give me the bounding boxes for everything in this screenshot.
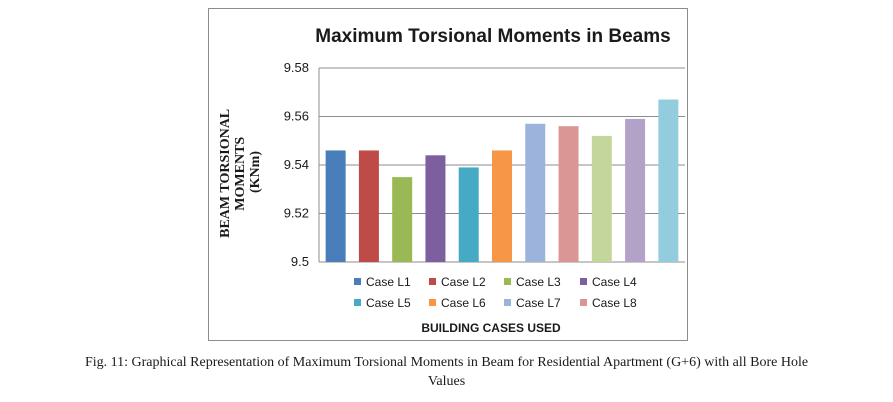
y-tick-label: 9.56 [284, 109, 309, 124]
legend-swatch [429, 299, 436, 306]
y-axis-label-line-2: MOMENTS [233, 137, 248, 211]
bar-9 [591, 135, 612, 262]
y-axis-label-line-3: (KNm) [248, 151, 263, 193]
legend-label: Case L8 [592, 296, 637, 310]
y-tick-label: 9.54 [284, 157, 309, 172]
bar-11 [658, 99, 679, 263]
legend-label: Case L1 [366, 275, 411, 289]
bar-6 [492, 150, 512, 262]
legend-swatch [429, 278, 436, 285]
bar-3 [392, 177, 413, 262]
bars [325, 99, 679, 263]
legend-swatch [580, 278, 587, 285]
bar-7 [525, 123, 546, 263]
legend-label: Case L4 [592, 275, 637, 289]
legend-swatch [354, 299, 361, 306]
y-axis-ticks: 9.5 9.52 9.54 9.56 9.58 [284, 60, 309, 269]
y-axis-label: BEAM TORSIONAL MOMENTS (KNm) [218, 106, 263, 238]
legend-label: Case L6 [441, 296, 486, 310]
bar-1 [325, 150, 346, 262]
legend-label: Case L5 [366, 296, 411, 310]
legend-swatch [504, 299, 511, 306]
caption-line-2: Values [427, 374, 466, 389]
legend-label: Case L7 [516, 296, 561, 310]
legend-swatch [504, 278, 511, 285]
bar-10 [625, 118, 646, 262]
chart-frame: Maximum Torsional Moments in Beams 9.5 9.… [208, 8, 688, 341]
bar-chart: Maximum Torsional Moments in Beams 9.59.… [218, 26, 685, 335]
y-axis-label-line-1: BEAM TORSIONAL [218, 109, 233, 238]
legend-swatch [354, 278, 361, 285]
bar-2 [358, 150, 379, 262]
y-tick-label: 9.58 [284, 60, 309, 75]
legend-label: Case L2 [441, 275, 486, 289]
caption-line-1: Fig. 11: Graphical Representation of Max… [84, 355, 809, 370]
y-tick-label: 9.52 [284, 206, 309, 221]
bar-4 [425, 155, 446, 262]
legend-label: Case L3 [516, 275, 561, 289]
chart-title: Maximum Torsional Moments in Beams [315, 26, 670, 47]
legend-swatch [580, 299, 587, 306]
figure-caption: Fig. 11: Graphical Representation of Max… [0, 353, 893, 391]
x-axis-label: BUILDING CASES USED [421, 321, 561, 335]
y-tick-label: 9.5 [291, 254, 309, 269]
bar-8 [558, 126, 579, 262]
bar-5 [458, 167, 479, 262]
legend: Case L1 Case L2 Case L3 Case L4 Case L5 Case … [354, 275, 637, 310]
